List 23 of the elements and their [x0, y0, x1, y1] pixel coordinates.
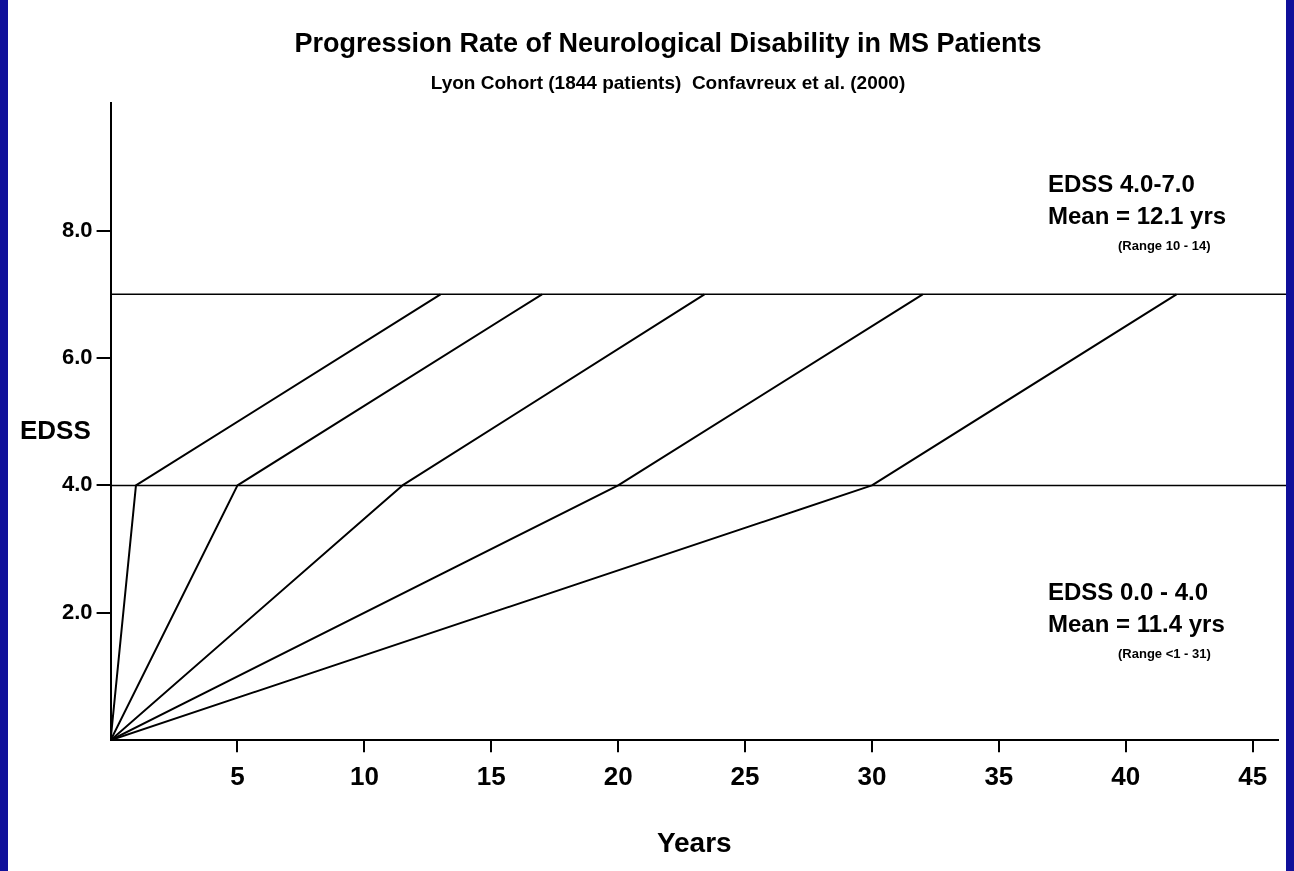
chart-subtitle: Lyon Cohort (1844 patients) Confavreux et al. (2000): [430, 72, 906, 94]
y-tick-label: 4.0: [61, 471, 93, 497]
x-tick-label: 40: [1111, 760, 1141, 791]
x-tick-label: 10: [349, 760, 379, 791]
annotation: (Range 10 - 14): [1118, 238, 1211, 253]
x-tick-label: 5: [230, 760, 245, 791]
x-axis-title: Years: [656, 826, 732, 858]
annotation: (Range <1 - 31): [1118, 646, 1211, 661]
annotation: Mean = 11.4 yrs: [1048, 610, 1225, 637]
y-tick-label: 8.0: [61, 216, 93, 242]
y-tick-label: 6.0: [61, 344, 93, 370]
x-tick-label: 15: [476, 760, 506, 791]
annotation: EDSS 4.0-7.0: [1048, 170, 1195, 197]
x-tick-label: 35: [984, 760, 1014, 791]
annotation: Mean = 12.1 yrs: [1048, 202, 1227, 229]
y-axis-title: EDSS: [20, 414, 91, 445]
y-tick-label: 2.0: [61, 598, 93, 624]
x-tick-label: 45: [1238, 760, 1268, 791]
annotation: EDSS 0.0 - 4.0: [1048, 578, 1209, 605]
x-tick-label: 30: [857, 760, 887, 791]
x-tick-label: 20: [603, 760, 633, 791]
x-tick-label: 25: [730, 760, 760, 791]
chart-title: Progression Rate of Neurological Disability in MS Patients: [294, 27, 1042, 58]
